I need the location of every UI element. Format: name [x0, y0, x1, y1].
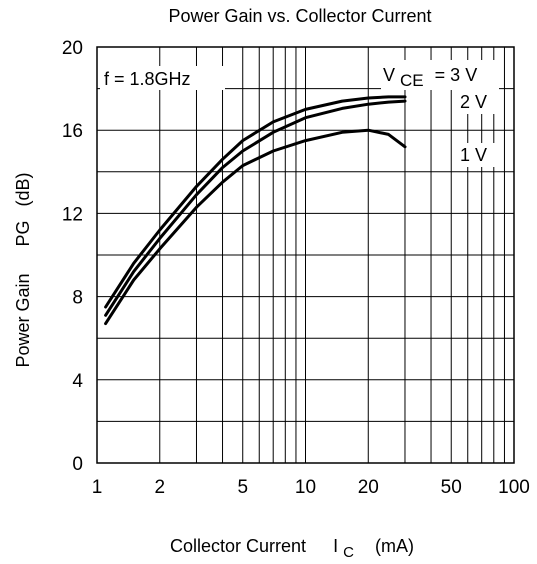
vce-symbol: V [383, 65, 395, 85]
condition-label-bg [100, 66, 225, 90]
series-label-3v: V CE = 3 V [383, 65, 477, 90]
y-axis-label-text: Power Gain [13, 274, 33, 368]
x-tick-label: 100 [498, 477, 530, 498]
x-axis-label: Collector Current I C (mA) [170, 536, 414, 561]
series-line-2v [104, 99, 407, 317]
condition-label: f = 1.8GHz [104, 69, 191, 89]
x-tick-labels: 1 2 5 10 20 50 100 [92, 477, 530, 498]
x-axis-label-unit: (mA) [375, 536, 414, 556]
series-line-3v [104, 95, 407, 309]
y-tick-label: 16 [62, 121, 83, 142]
y-tick-label: 0 [72, 454, 83, 475]
series-name-3v: = 3 V [435, 65, 478, 85]
x-tick-label: 50 [441, 477, 462, 498]
plot-frame [96, 46, 515, 464]
x-tick-label: 2 [154, 477, 165, 498]
y-axis-label-symbol: PG [13, 220, 33, 246]
x-tick-label: 20 [358, 477, 379, 498]
x-tick-label: 10 [295, 477, 316, 498]
y-axis-label-unit: (dB) [13, 172, 33, 206]
chart-title: Power Gain vs. Collector Current [168, 6, 431, 26]
series-label-2v: 2 V [460, 92, 487, 112]
x-axis-label-text: Collector Current [170, 536, 306, 556]
y-tick-label: 20 [62, 38, 83, 59]
series-label-1v: 1 V [460, 145, 487, 165]
series-label-bg-2v [458, 90, 496, 114]
y-tick-labels: 0 4 8 12 16 20 [62, 38, 84, 475]
y-tick-label: 12 [62, 204, 83, 225]
x-axis-label-symbol-sub: C [343, 544, 354, 561]
vce-subscript: CE [400, 71, 424, 90]
series-label-bg-1v [458, 143, 496, 167]
x-axis-label-symbol: I [333, 536, 338, 556]
y-tick-label: 4 [72, 371, 83, 392]
x-tick-label: 1 [92, 477, 103, 498]
y-axis-label: Power Gain PG (dB) [13, 172, 33, 367]
y-tick-label: 8 [72, 288, 83, 309]
series-lines [104, 95, 407, 326]
x-tick-label: 5 [237, 477, 248, 498]
series-line-1v [104, 128, 407, 326]
grid [97, 47, 514, 463]
series-label-bg-3v [381, 60, 499, 90]
